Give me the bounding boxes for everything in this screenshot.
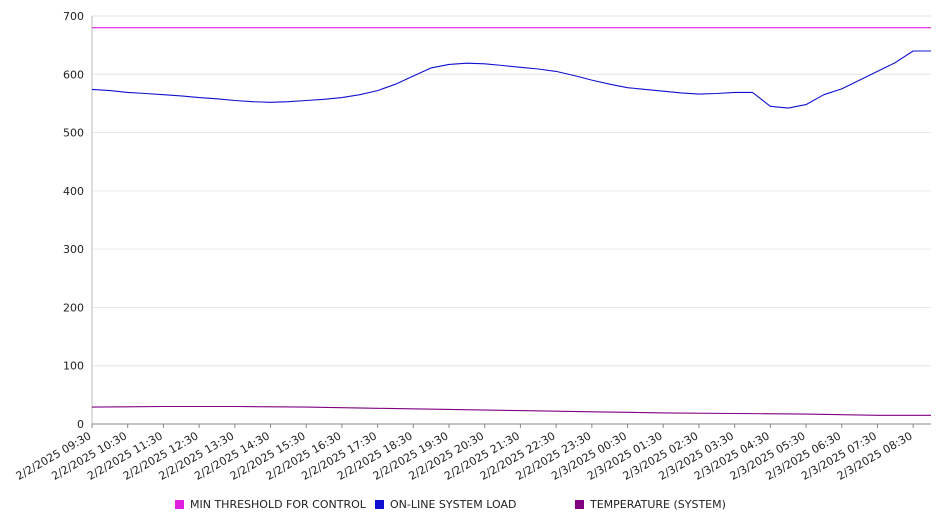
legend-item-threshold[interactable]: MIN THRESHOLD FOR CONTROL bbox=[175, 498, 366, 511]
y-tick-label: 600 bbox=[63, 68, 84, 81]
y-tick-label: 100 bbox=[63, 360, 84, 373]
y-tick-label: 500 bbox=[63, 127, 84, 140]
legend-item-system-load[interactable]: ON-LINE SYSTEM LOAD bbox=[375, 498, 516, 511]
legend-label-temperature: TEMPERATURE (SYSTEM) bbox=[590, 498, 726, 511]
legend-swatch-system-load bbox=[375, 500, 384, 509]
y-tick-label: 400 bbox=[63, 185, 84, 198]
y-tick-label: 0 bbox=[77, 418, 84, 431]
legend-swatch-temperature bbox=[575, 500, 584, 509]
legend-label-threshold: MIN THRESHOLD FOR CONTROL bbox=[190, 498, 366, 511]
legend-label-system-load: ON-LINE SYSTEM LOAD bbox=[390, 498, 517, 511]
legend-swatch-threshold bbox=[175, 500, 184, 509]
temperature-line bbox=[91, 405, 931, 416]
y-tick-label: 700 bbox=[63, 10, 84, 23]
legend: MIN THRESHOLD FOR CONTROL ON-LINE SYSTEM… bbox=[175, 498, 775, 514]
y-tick-label: 200 bbox=[63, 301, 84, 314]
system-load-line bbox=[91, 50, 931, 109]
y-tick-label: 300 bbox=[63, 243, 84, 256]
legend-item-temperature[interactable]: TEMPERATURE (SYSTEM) bbox=[575, 498, 726, 511]
